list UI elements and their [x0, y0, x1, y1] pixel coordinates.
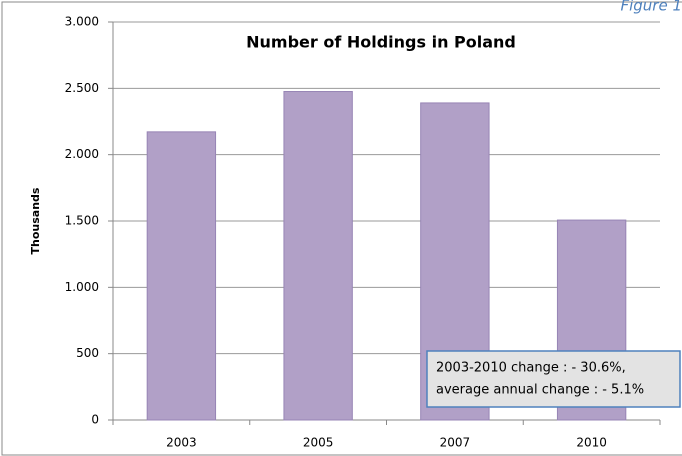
y-tick-label: 2.000: [65, 147, 99, 161]
annotation-text: average annual change : - 5.1%: [436, 383, 644, 398]
figure-label: Figure 1: [620, 0, 682, 15]
y-tick-label: 2.500: [65, 81, 99, 95]
annotation-text: 2003-2010 change : - 30.6%,: [436, 361, 626, 376]
bar: [283, 91, 353, 421]
x-tick-label: 2005: [303, 436, 334, 450]
x-tick-label: 2003: [166, 436, 197, 450]
x-tick-label: 2010: [576, 436, 607, 450]
annotation-box: [426, 350, 681, 408]
y-axis-label: Thousands: [29, 187, 42, 254]
y-tick-label: 500: [76, 346, 99, 360]
x-tick-label: 2007: [440, 436, 471, 450]
y-tick-label: 1.000: [65, 280, 99, 294]
y-tick-label: 1.500: [65, 214, 99, 228]
y-tick-label: 3.000: [65, 15, 99, 29]
chart-title: Number of Holdings in Poland: [246, 33, 516, 52]
bar: [146, 131, 217, 421]
y-tick-label: 0: [91, 413, 99, 427]
